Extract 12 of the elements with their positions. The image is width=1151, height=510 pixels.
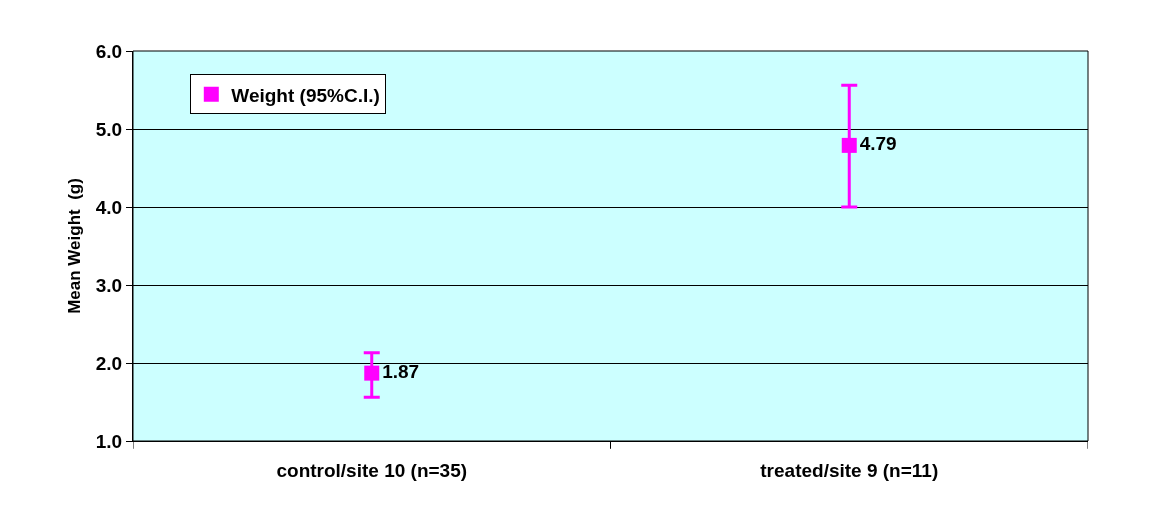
legend-label: Weight (95%C.I.) — [231, 84, 380, 106]
y-tick-label: 2.0 — [95, 352, 123, 374]
y-tick-label: 4.0 — [95, 196, 123, 218]
y-tick-label: 1.0 — [95, 430, 123, 452]
y-tick-label: 6.0 — [95, 40, 123, 62]
data-label: 4.79 — [859, 133, 897, 155]
data-label: 1.87 — [382, 360, 420, 382]
y-axis-title: Mean Weight (g) — [65, 178, 85, 314]
y-tick-label: 5.0 — [95, 118, 123, 140]
x-tick-label: treated/site 9 (n=11) — [760, 459, 939, 481]
y-tick-label: 3.0 — [95, 274, 123, 296]
x-tick-label: control/site 10 (n=35) — [276, 459, 468, 481]
